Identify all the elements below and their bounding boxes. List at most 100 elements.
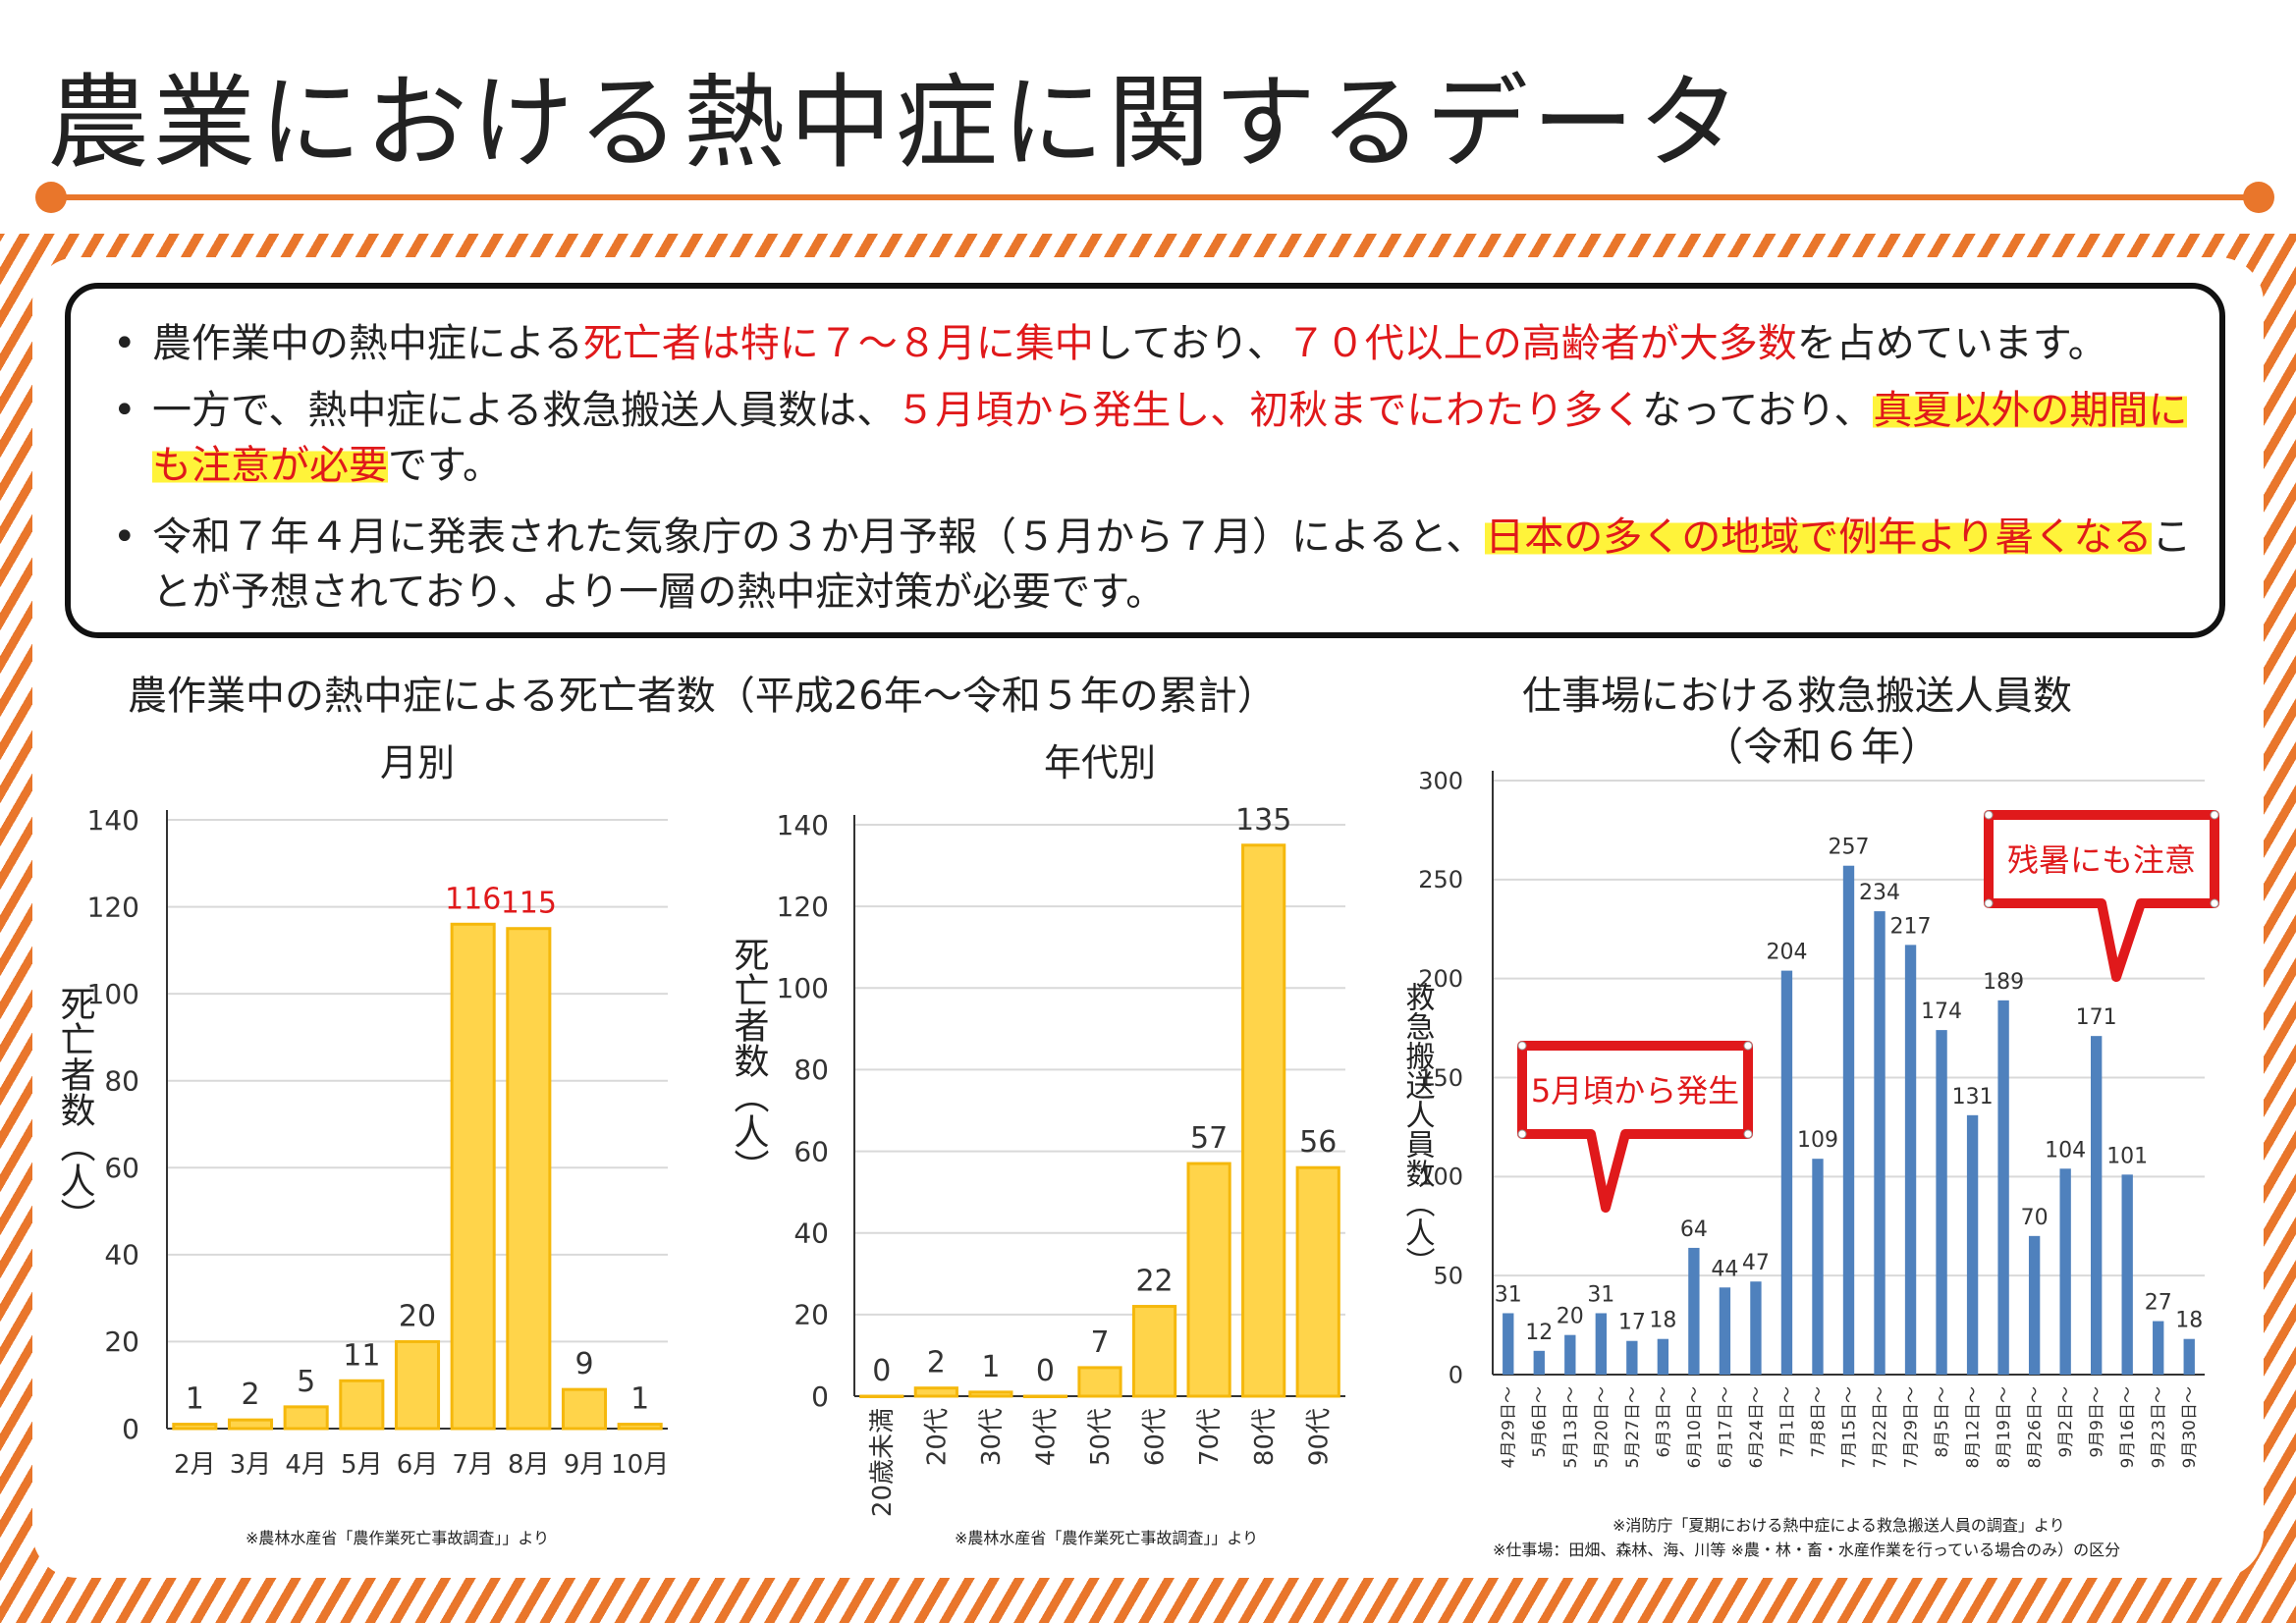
bar bbox=[1503, 1313, 1514, 1375]
summary-segment: ５月頃から発生し、初秋までにわたり多く bbox=[896, 388, 1643, 433]
x-tick-label: 40代 bbox=[1032, 1408, 1062, 1466]
bar bbox=[1997, 1000, 2009, 1375]
bar bbox=[913, 1386, 958, 1398]
data-label: 31 bbox=[1495, 1282, 1522, 1307]
x-tick-label: 8月12日～ bbox=[1964, 1386, 1984, 1468]
data-label: 27 bbox=[2145, 1291, 2172, 1316]
x-tick-label: 5月27日～ bbox=[1623, 1386, 1643, 1468]
bar bbox=[172, 1423, 218, 1431]
x-tick-label: 5月6日～ bbox=[1530, 1386, 1550, 1458]
summary-segment: です。 bbox=[388, 443, 502, 488]
data-label: 2 bbox=[927, 1346, 946, 1380]
callout-handle bbox=[1743, 1129, 1753, 1139]
data-label: 18 bbox=[1649, 1309, 1676, 1333]
bar bbox=[1533, 1350, 1545, 1375]
summary-segment: ことが予想されており、より一層の熱中症対策が必要です。 bbox=[152, 514, 2192, 615]
data-label: 20 bbox=[399, 1299, 436, 1333]
data-label: 204 bbox=[1766, 941, 1807, 965]
x-tick-label: 6月24日～ bbox=[1747, 1386, 1767, 1468]
data-label: 131 bbox=[1952, 1085, 1994, 1109]
summary-segment: 死亡者は特に７～８月に集中 bbox=[582, 321, 1094, 366]
x-tick-label: 2月 bbox=[174, 1450, 216, 1480]
y-tick-label: 150 bbox=[1418, 1064, 1463, 1092]
right-section-title: 仕事場における救急搬送人員数 bbox=[1522, 674, 2072, 719]
x-tick-label: 30代 bbox=[977, 1408, 1007, 1466]
data-label: 115 bbox=[501, 887, 557, 921]
bar bbox=[1719, 1287, 1731, 1375]
bar bbox=[2121, 1174, 2133, 1375]
bar bbox=[2153, 1321, 2164, 1375]
x-tick-label: 9月 bbox=[564, 1450, 606, 1480]
x-tick-label: 7月15日～ bbox=[1839, 1386, 1859, 1468]
x-tick-label: 70代 bbox=[1195, 1408, 1225, 1466]
data-label: 0 bbox=[872, 1354, 891, 1388]
callout-bubble bbox=[1984, 810, 2219, 982]
left-section-title: 農作業中の熱中症による死亡者数（平成26年～令和５年の累計） bbox=[128, 674, 1277, 719]
data-label: 135 bbox=[1235, 803, 1291, 838]
bullet-dot: • bbox=[113, 514, 137, 560]
x-tick-label: 80代 bbox=[1250, 1408, 1280, 1466]
callout-handle bbox=[2210, 810, 2219, 820]
age-source-note: ※農林水産省「農作業死亡事故調査」」より bbox=[955, 1529, 1259, 1547]
summary-text-3: 令和７年４月に発表された気象庁の３か月予報（５月から７月）によると、日本の多くの… bbox=[152, 510, 2214, 620]
summary-box bbox=[65, 283, 2225, 638]
y-tick-label: 0 bbox=[811, 1380, 829, 1413]
x-tick-label: 6月10日～ bbox=[1685, 1386, 1705, 1468]
x-tick-label: 6月17日～ bbox=[1716, 1386, 1735, 1468]
x-tick-label: 9月9日～ bbox=[2088, 1386, 2107, 1458]
summary-segment: 一方で、熱中症による救急搬送人員数は、 bbox=[152, 388, 897, 433]
data-label: 174 bbox=[1921, 1000, 1962, 1024]
data-label: 217 bbox=[1890, 914, 1932, 939]
y-tick-label: 140 bbox=[87, 804, 139, 837]
y-tick-label: 40 bbox=[104, 1239, 139, 1271]
bar bbox=[1186, 1162, 1231, 1398]
y-tick-label: 250 bbox=[1418, 866, 1463, 893]
callout-handle bbox=[1984, 898, 1994, 908]
data-label: 1 bbox=[186, 1382, 204, 1417]
bar bbox=[2091, 1036, 2103, 1375]
monthly-deaths-chart: 月別 0 20 40 60 80 100 120 140 1 2月 2 3月 5 4月 11 5月 20 6月 116… bbox=[55, 741, 670, 1480]
x-tick-label: 20歳未満 bbox=[868, 1408, 898, 1517]
x-tick-label: 6月3日～ bbox=[1654, 1386, 1673, 1458]
data-label: 18 bbox=[2175, 1309, 2203, 1333]
callout-bubble bbox=[1517, 1041, 1753, 1213]
y-tick-label: 200 bbox=[1418, 965, 1463, 993]
y-axis-label: 救急搬送人員数（人） bbox=[1400, 982, 1436, 1276]
callout-text: 5月頃から発生 bbox=[1531, 1072, 1739, 1109]
x-tick-label: 8月 bbox=[508, 1450, 550, 1480]
x-tick-label: 4月29日～ bbox=[1500, 1386, 1519, 1468]
data-label: 101 bbox=[2106, 1144, 2148, 1168]
x-tick-label: 10月 bbox=[611, 1450, 669, 1480]
data-label: 47 bbox=[1742, 1251, 1770, 1275]
x-tick-label: 90代 bbox=[1304, 1408, 1334, 1466]
data-label: 1 bbox=[630, 1382, 649, 1417]
data-label: 1 bbox=[981, 1350, 1000, 1384]
x-tick-label: 50代 bbox=[1086, 1408, 1116, 1466]
data-label: 56 bbox=[1299, 1125, 1337, 1160]
y-tick-label: 60 bbox=[793, 1135, 829, 1167]
x-tick-label: 4月 bbox=[285, 1450, 327, 1480]
y-tick-label: 140 bbox=[777, 809, 829, 841]
page-title: 農業における熱中症に関するデータ bbox=[47, 63, 1745, 183]
x-tick-label: 7月29日～ bbox=[1901, 1386, 1921, 1468]
x-tick-label: 60代 bbox=[1141, 1408, 1171, 1466]
right-section-subtitle: （令和６年） bbox=[1704, 725, 1940, 770]
x-tick-label: 7月1日～ bbox=[1777, 1386, 1797, 1458]
underline-right-dot bbox=[2243, 182, 2274, 213]
data-label: 109 bbox=[1797, 1128, 1838, 1153]
y-tick-label: 0 bbox=[1449, 1361, 1463, 1388]
bar bbox=[1241, 843, 1286, 1398]
x-tick-label: 7月8日～ bbox=[1809, 1386, 1829, 1458]
x-tick-label: 5月20日～ bbox=[1592, 1386, 1612, 1468]
data-label: 189 bbox=[1983, 970, 2024, 995]
bar bbox=[2059, 1168, 2071, 1375]
x-tick-label: 7月22日～ bbox=[1871, 1386, 1890, 1468]
bar bbox=[617, 1423, 663, 1431]
data-label: 44 bbox=[1711, 1257, 1738, 1281]
y-tick-label: 80 bbox=[104, 1065, 139, 1098]
bar bbox=[968, 1390, 1013, 1398]
bar bbox=[1295, 1165, 1340, 1398]
bullet-dot: • bbox=[113, 388, 137, 433]
summary-segment: 農作業中の熱中症による bbox=[152, 321, 583, 366]
x-tick-label: 9月30日～ bbox=[2180, 1386, 2200, 1468]
